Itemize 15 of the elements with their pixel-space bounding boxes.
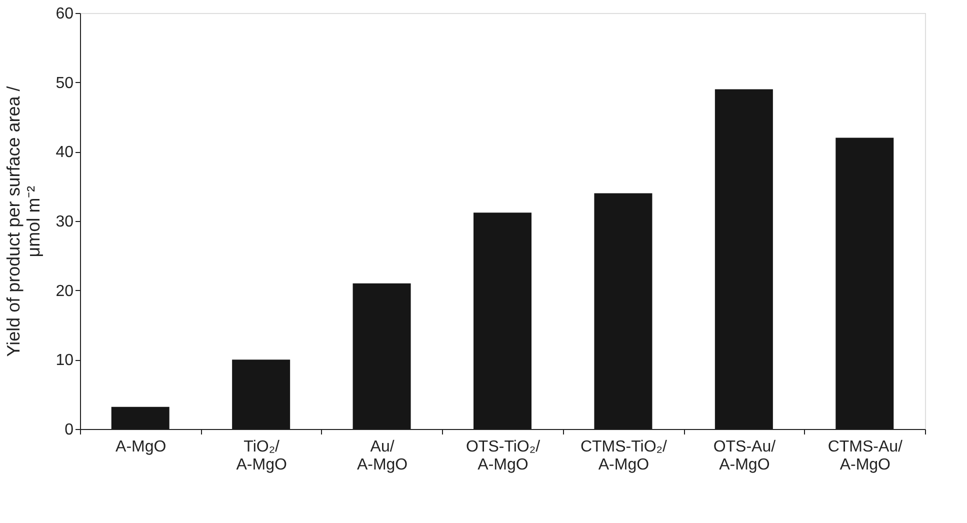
x-tick-label: CTMS-TiO₂/ A-MgO bbox=[580, 438, 668, 474]
y-tick-label: 30 bbox=[56, 214, 74, 230]
y-tick-label: 60 bbox=[56, 6, 74, 22]
y-axis-title: Yield of product per surface area / μmol m⁻² bbox=[4, 86, 44, 357]
x-tick-label: OTS-Au/ A-MgO bbox=[713, 438, 776, 474]
x-tick-label: Au/ A-MgO bbox=[356, 438, 408, 474]
y-tick-label: 40 bbox=[56, 144, 74, 162]
y-tick-label: 20 bbox=[56, 282, 74, 300]
y-tick-label: 10 bbox=[56, 352, 74, 370]
x-tick-label: OTS-TiO₂/ A-MgO bbox=[466, 438, 541, 474]
x-tick-label: A-MgO bbox=[116, 438, 166, 456]
x-tick-label: TiO₂/ A-MgO bbox=[236, 438, 287, 474]
x-tick-label: CTMS-Au/ A-MgO bbox=[828, 438, 904, 474]
y-tick-label: 0 bbox=[64, 422, 74, 438]
y-tick-label: 50 bbox=[56, 74, 74, 92]
